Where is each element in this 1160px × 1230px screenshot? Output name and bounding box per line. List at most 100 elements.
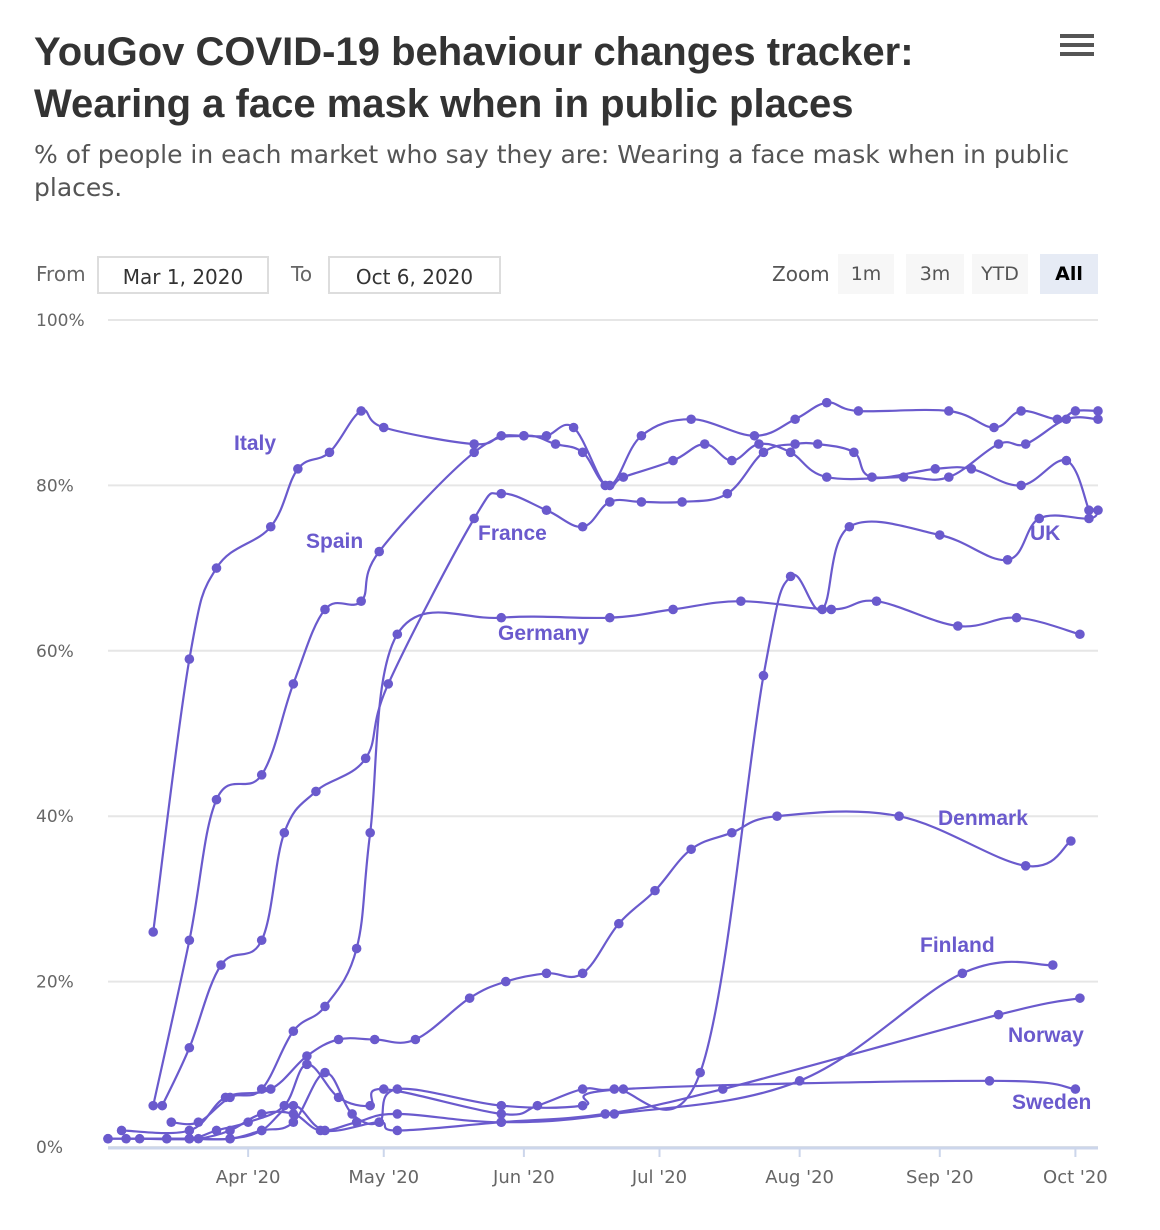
data-point[interactable] [618,472,629,482]
data-point[interactable] [356,596,366,606]
data-point[interactable] [311,786,321,797]
series-spain[interactable] [148,397,1103,1111]
data-point[interactable] [496,1109,507,1119]
data-point[interactable] [614,918,624,929]
data-point[interactable] [821,472,832,482]
data-point[interactable] [966,464,977,474]
data-point[interactable] [785,571,796,582]
data-point[interactable] [1070,406,1081,416]
data-point[interactable] [749,430,760,441]
data-point[interactable] [256,1125,267,1136]
data-point[interactable] [636,497,647,507]
data-point[interactable] [577,968,588,979]
data-point[interactable] [1016,406,1026,416]
data-point[interactable] [1020,861,1031,871]
data-point[interactable] [686,414,696,425]
data-point[interactable] [256,1109,267,1119]
data-point[interactable] [220,1092,231,1103]
data-point[interactable] [333,1034,344,1045]
data-point[interactable] [347,1109,357,1119]
data-point[interactable] [225,1125,235,1136]
data-point[interactable] [496,488,507,499]
data-point[interactable] [320,1067,330,1078]
data-point[interactable] [957,968,968,979]
data-point[interactable] [577,1100,588,1111]
range-from-input[interactable]: Mar 1, 2020 [97,256,269,294]
data-point[interactable] [184,1133,195,1144]
data-point[interactable] [1020,439,1031,449]
data-point[interactable] [577,1084,588,1094]
data-point[interactable] [722,488,733,499]
data-point[interactable] [844,521,855,532]
data-point[interactable] [532,1100,543,1111]
data-point[interactable] [817,604,828,615]
data-point[interactable] [618,1084,629,1094]
data-point[interactable] [541,430,552,441]
data-point[interactable] [288,1117,299,1127]
data-point[interactable] [293,464,303,474]
data-point[interactable] [894,811,904,821]
data-point[interactable] [378,1084,389,1094]
data-point[interactable] [1011,612,1022,623]
data-point[interactable] [867,472,877,482]
data-point[interactable] [211,563,222,573]
data-point[interactable] [469,447,479,458]
data-point[interactable] [410,1034,421,1045]
data-point[interactable] [288,1109,299,1119]
data-point[interactable] [577,521,588,532]
data-point[interactable] [577,447,588,458]
range-to-input[interactable]: Oct 6, 2020 [328,256,501,294]
data-point[interactable] [600,1109,611,1119]
data-point[interactable] [1016,480,1026,491]
data-point[interactable] [812,439,823,449]
series-sweden[interactable] [121,1067,1081,1144]
data-point[interactable] [695,1067,705,1078]
data-point[interactable] [469,439,479,449]
data-point[interactable] [496,1100,507,1111]
data-point[interactable] [604,480,615,491]
data-point[interactable] [320,1125,330,1136]
data-point[interactable] [211,794,222,805]
data-point[interactable] [758,447,769,458]
data-point[interactable] [541,505,552,516]
data-point[interactable] [184,654,195,664]
series-france[interactable] [157,439,1094,1111]
data-point[interactable] [1047,960,1058,970]
data-point[interactable] [1002,555,1013,565]
data-point[interactable] [256,770,267,780]
data-point[interactable] [785,447,796,458]
data-point[interactable] [772,811,782,821]
data-point[interactable] [871,596,882,606]
data-point[interactable] [184,1125,195,1136]
data-point[interactable] [121,1133,131,1144]
data-point[interactable] [351,943,362,954]
data-point[interactable] [1093,505,1103,516]
data-point[interactable] [636,430,647,441]
data-point[interactable] [369,1034,380,1045]
series-germany[interactable] [166,596,1085,1127]
data-point[interactable] [993,439,1004,449]
data-point[interactable] [225,1133,235,1144]
data-point[interactable] [216,960,226,970]
data-point[interactable] [365,827,375,838]
data-point[interactable] [668,604,678,615]
data-point[interactable] [116,1125,127,1136]
data-point[interactable] [265,521,276,532]
data-point[interactable] [930,464,941,474]
data-point[interactable] [736,596,746,606]
data-point[interactable] [464,993,475,1003]
data-point[interactable] [1075,993,1085,1003]
data-point[interactable] [392,1084,403,1094]
data-point[interactable] [604,612,615,623]
data-point[interactable] [790,439,800,449]
data-point[interactable] [1066,836,1076,846]
data-point[interactable] [727,827,737,838]
data-point[interactable] [1093,406,1103,416]
data-point[interactable] [288,1026,299,1037]
data-point[interactable] [302,1059,312,1070]
data-point[interactable] [1084,505,1094,516]
data-point[interactable] [279,827,290,838]
series-line-italy[interactable] [152,409,1099,933]
data-point[interactable] [166,1117,177,1127]
data-point[interactable] [324,447,335,458]
